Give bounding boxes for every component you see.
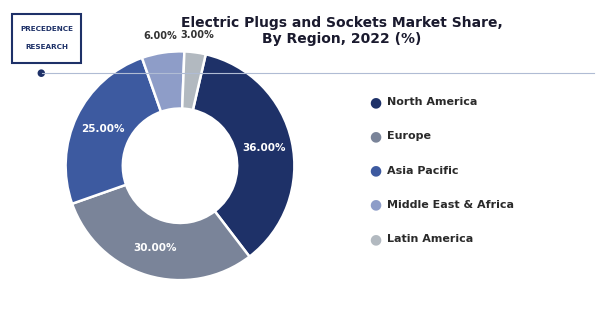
Text: 36.00%: 36.00% — [242, 143, 286, 153]
Wedge shape — [72, 185, 250, 280]
Text: ●: ● — [369, 95, 381, 110]
Text: PRECEDENCE: PRECEDENCE — [20, 26, 73, 32]
Wedge shape — [65, 58, 161, 204]
Text: 6.00%: 6.00% — [143, 31, 177, 41]
Text: North America: North America — [387, 98, 478, 107]
Text: Electric Plugs and Sockets Market Share,
By Region, 2022 (%): Electric Plugs and Sockets Market Share,… — [181, 16, 503, 46]
Text: ●: ● — [369, 232, 381, 246]
Text: Europe: Europe — [387, 132, 431, 141]
Text: 25.00%: 25.00% — [81, 124, 124, 134]
Text: 3.00%: 3.00% — [181, 30, 214, 40]
Text: 30.00%: 30.00% — [134, 243, 177, 253]
Wedge shape — [142, 51, 184, 112]
Wedge shape — [182, 51, 206, 110]
Text: Middle East & Africa: Middle East & Africa — [387, 200, 514, 210]
Text: Latin America: Latin America — [387, 234, 473, 244]
Text: ●: ● — [369, 163, 381, 178]
Text: ●: ● — [37, 68, 45, 78]
Text: Asia Pacific: Asia Pacific — [387, 166, 458, 176]
Text: ●: ● — [369, 129, 381, 144]
Wedge shape — [193, 54, 295, 257]
FancyBboxPatch shape — [12, 14, 81, 63]
Text: RESEARCH: RESEARCH — [25, 44, 68, 50]
Text: ●: ● — [369, 198, 381, 212]
